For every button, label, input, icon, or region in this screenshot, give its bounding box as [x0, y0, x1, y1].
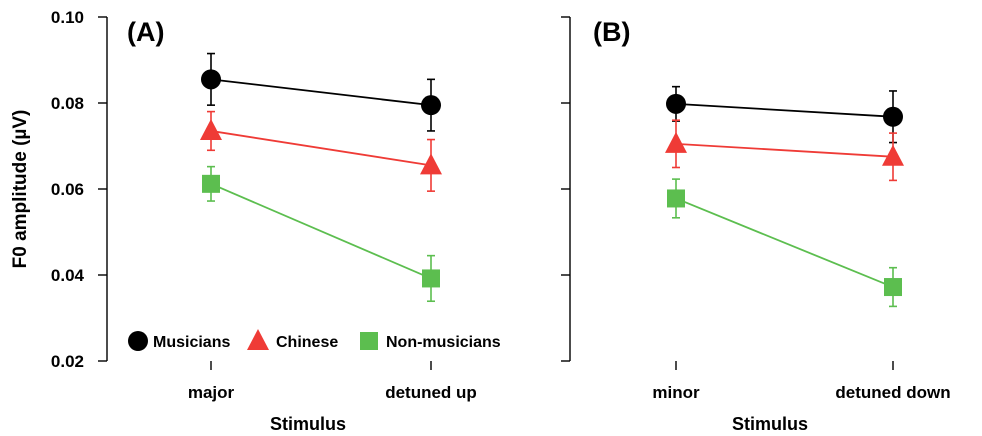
panel-b-series-non-musicians: [667, 178, 902, 308]
data-point-musicians: [201, 69, 221, 90]
x-tick-label-detuned-down: detuned down: [835, 383, 950, 402]
data-point-musicians: [666, 93, 686, 114]
panel-b: minor detuned down Stimulus (B): [561, 16, 951, 434]
panel-b-x-axis-label: Stimulus: [732, 414, 808, 434]
data-point-chinese: [420, 153, 442, 175]
series-line-non-musicians: [675, 197, 894, 288]
data-point-musicians: [883, 106, 903, 127]
legend-marker-musicians: [128, 331, 148, 351]
y-tick-label: 0.08: [51, 94, 84, 113]
panel-a-series-chinese: [200, 110, 442, 192]
data-point-chinese: [882, 144, 904, 166]
panel-b-series-musicians: [666, 85, 903, 144]
data-point-non-musicians: [884, 278, 902, 297]
y-tick-label: 0.02: [51, 352, 84, 371]
y-tick-label: 0.04: [51, 266, 85, 285]
x-tick-label-major: major: [188, 383, 235, 402]
y-tick-label: 0.06: [51, 180, 84, 199]
series-line-chinese: [675, 142, 894, 158]
legend-label-musicians: Musicians: [153, 334, 230, 351]
x-tick-label-detuned-up: detuned up: [385, 383, 477, 402]
legend: Musicians Chinese Non-musicians: [128, 329, 501, 351]
data-point-chinese: [200, 118, 222, 140]
panel-a-series-musicians: [201, 52, 441, 132]
data-point-non-musicians: [422, 269, 440, 288]
series-line-chinese: [210, 130, 432, 167]
panel-b-series-chinese: [665, 119, 904, 182]
panel-b-label: (B): [593, 17, 630, 47]
legend-label-chinese: Chinese: [276, 334, 338, 351]
data-point-non-musicians: [667, 189, 685, 208]
panel-a-label: (A): [127, 17, 164, 47]
panel-a-x-axis-label: Stimulus: [270, 414, 346, 434]
panel-a-series-non-musicians: [202, 165, 440, 303]
legend-marker-chinese: [247, 329, 269, 350]
y-axis-label: F0 amplitude (µV): [10, 110, 31, 269]
data-point-non-musicians: [202, 174, 220, 193]
data-point-chinese: [665, 131, 687, 153]
x-tick-label-minor: minor: [652, 383, 700, 402]
legend-label-non-musicians: Non-musicians: [386, 334, 501, 351]
series-line-musicians: [675, 102, 894, 118]
y-tick-label: 0.10: [51, 8, 84, 27]
series-line-non-musicians: [210, 183, 432, 280]
panel-a: 0.02 0.04 0.06 0.08 0.10 major detuned up Stimu…: [10, 8, 501, 434]
legend-marker-non-musicians: [360, 332, 378, 350]
data-point-musicians: [421, 95, 441, 116]
series-line-musicians: [210, 78, 432, 107]
